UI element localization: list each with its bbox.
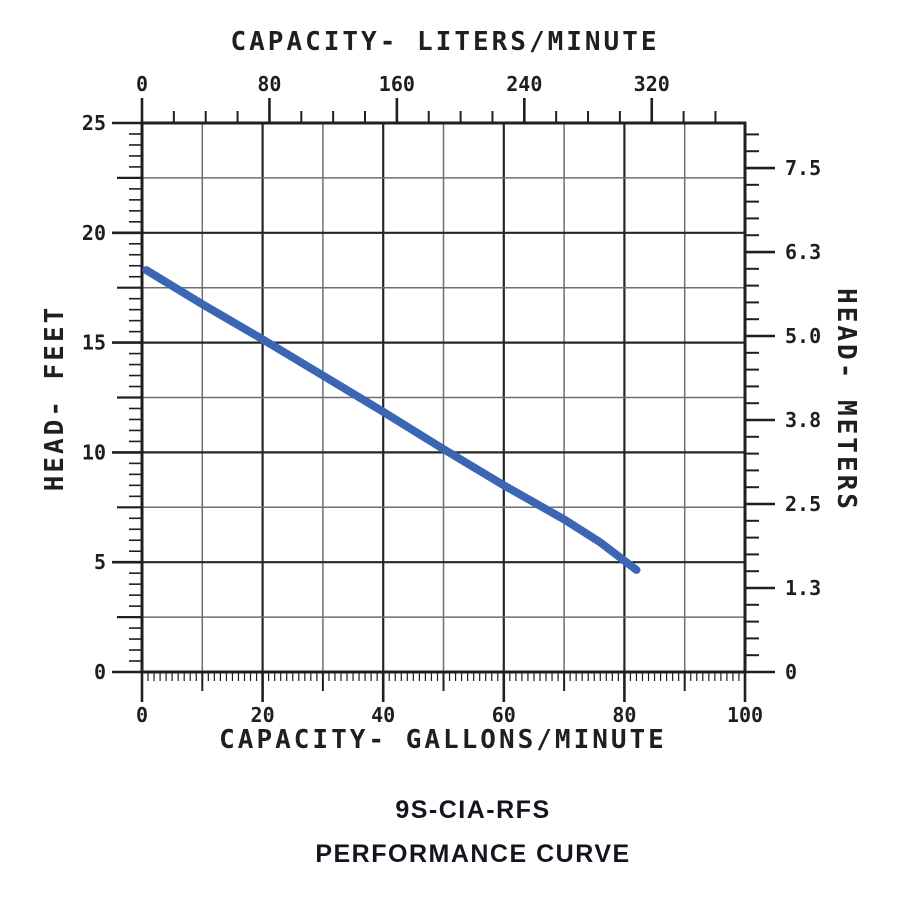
- chart-title: PERFORMANCE CURVE: [315, 840, 631, 868]
- bottom-axis-tick-label: 80: [612, 703, 636, 727]
- head-vs-capacity-curve: [142, 266, 641, 574]
- bottom-axis-tick-label: 40: [371, 703, 395, 727]
- right-axis-tick-label: 3.8: [785, 408, 821, 432]
- left-axis-tick-label: 0: [94, 660, 106, 684]
- bottom-axis-title: CAPACITY- GALLONS/MINUTE: [219, 725, 667, 755]
- top-axis-title: CAPACITY- LITERS/MINUTE: [230, 27, 660, 57]
- left-axis-tick-label: 5: [94, 550, 106, 574]
- left-axis-tick-label: 25: [82, 111, 106, 135]
- bottom-axis-tick-label: 60: [492, 703, 516, 727]
- right-axis-tick-label: 5.0: [785, 324, 821, 348]
- top-axis-tick-label: 0: [136, 72, 148, 96]
- pump-model-title: 9S-CIA-RFS: [395, 796, 551, 824]
- top-axis-tick-label: 160: [379, 72, 415, 96]
- right-axis-tick-label: 6.3: [785, 240, 821, 264]
- left-axis-tick-label: 20: [82, 221, 106, 245]
- left-axis-tick-label: 15: [82, 331, 106, 355]
- bottom-axis-tick-label: 100: [727, 703, 763, 727]
- top-axis-tick-label: 240: [506, 72, 542, 96]
- right-axis-tick-label: 7.5: [785, 156, 821, 180]
- left-axis-tick-label: 10: [82, 440, 106, 464]
- top-axis-tick-label: 80: [257, 72, 281, 96]
- top-axis-tick-label: 320: [634, 72, 670, 96]
- bottom-axis-tick-label: 0: [136, 703, 148, 727]
- bottom-axis-tick-label: 20: [251, 703, 275, 727]
- right-axis-tick-label: 2.5: [785, 492, 821, 516]
- right-axis-tick-label: 1.3: [785, 576, 821, 600]
- right-axis-tick-label: 0: [785, 660, 797, 684]
